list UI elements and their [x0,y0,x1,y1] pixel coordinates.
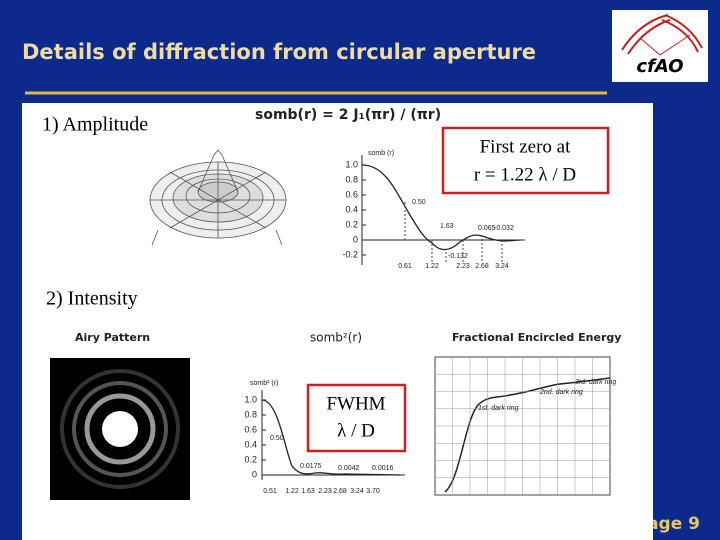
annotation: 3rd. dark ring [575,379,616,386]
airy-pattern [50,358,190,500]
y-tick-label: 1.0 [345,159,358,169]
y-tick-label: 0.4 [244,439,257,449]
y-tick-label: 0 [353,234,358,244]
amplitude-surface [149,149,287,246]
annotation: 0.0042 [338,465,360,472]
annotation: 0.0175 [300,463,322,470]
x-tick-label: 2.23 [456,263,470,270]
annotation: -0.032 [494,225,514,232]
x-tick-label: 3.24 [495,263,509,270]
y-tick-label: 0.8 [345,174,358,184]
annotation: 1st. dark ring [478,405,519,412]
x-tick-label: 2.68 [475,263,489,270]
annotation: -0.132 [448,253,468,260]
annotation: 2nd. dark ring [539,389,583,396]
x-tick-label: 0.61 [398,263,412,270]
y-tick-label: 0.8 [244,409,257,419]
slide-title: Details of diffraction from circular ape… [22,40,536,64]
note-line: First zero at [480,136,571,157]
y-tick-label: 0.4 [345,204,358,214]
y-tick-label: 0.2 [345,219,358,229]
annotation: 0.065 [478,225,496,232]
section-label: 2) Intensity [46,288,138,310]
y-tick-label: -0.2 [342,249,358,259]
annotation: 1.63 [440,223,454,230]
annotation: 0.50 [270,435,284,442]
logo-text: cfAO [636,56,683,77]
y-tick-label: 0.2 [244,454,257,464]
x-tick-label: 2.68 [333,488,347,495]
axis-label: somb (r) [368,150,394,157]
note-line: λ / D [337,420,375,441]
image-title: Airy Pattern [75,331,150,344]
logo: cfAO [612,10,708,82]
annotation: 0.50 [412,199,426,206]
plot-title: somb²(r) [310,331,362,345]
x-tick-label: 1.22 [425,263,439,270]
plot-title: Fractional Encircled Energy [452,331,621,344]
intensity-plot: somb² (r) 1.0 0.8 0.6 0.4 0.2 0 0.51 1.22 1.63 2.2… [244,380,405,495]
y-tick-label: 0.6 [244,424,257,434]
note-line: r = 1.22 λ / D [474,164,576,185]
section-label: 1) Amplitude [42,114,148,136]
x-tick-label: 3.70 [366,488,380,495]
energy-plot: 1st. dark ring 2nd. dark ring 3rd. dark ri… [434,356,616,496]
axis-label: somb² (r) [250,380,278,387]
note-box [306,383,407,453]
x-tick-label: 1.63 [301,488,315,495]
y-tick-label: 0.6 [345,189,358,199]
x-tick-label: 3.24 [350,488,364,495]
y-tick-label: 0 [252,469,257,479]
y-tick-label: 1.0 [244,394,257,404]
x-tick-label: 1.22 [285,488,299,495]
note-box [441,126,610,195]
amplitude-plot: somb (r) 1.0 0.8 0.6 0.4 0.2 0 -0.2 0.61 1.22 2.23… [342,150,525,270]
note-line: FWHM [326,393,385,414]
annotation: 0.0016 [372,465,394,472]
x-tick-label: 0.51 [263,488,277,495]
formula: somb(r) = 2 J₁(πr) / (πr) [255,107,441,123]
x-tick-label: 2.23 [318,488,332,495]
